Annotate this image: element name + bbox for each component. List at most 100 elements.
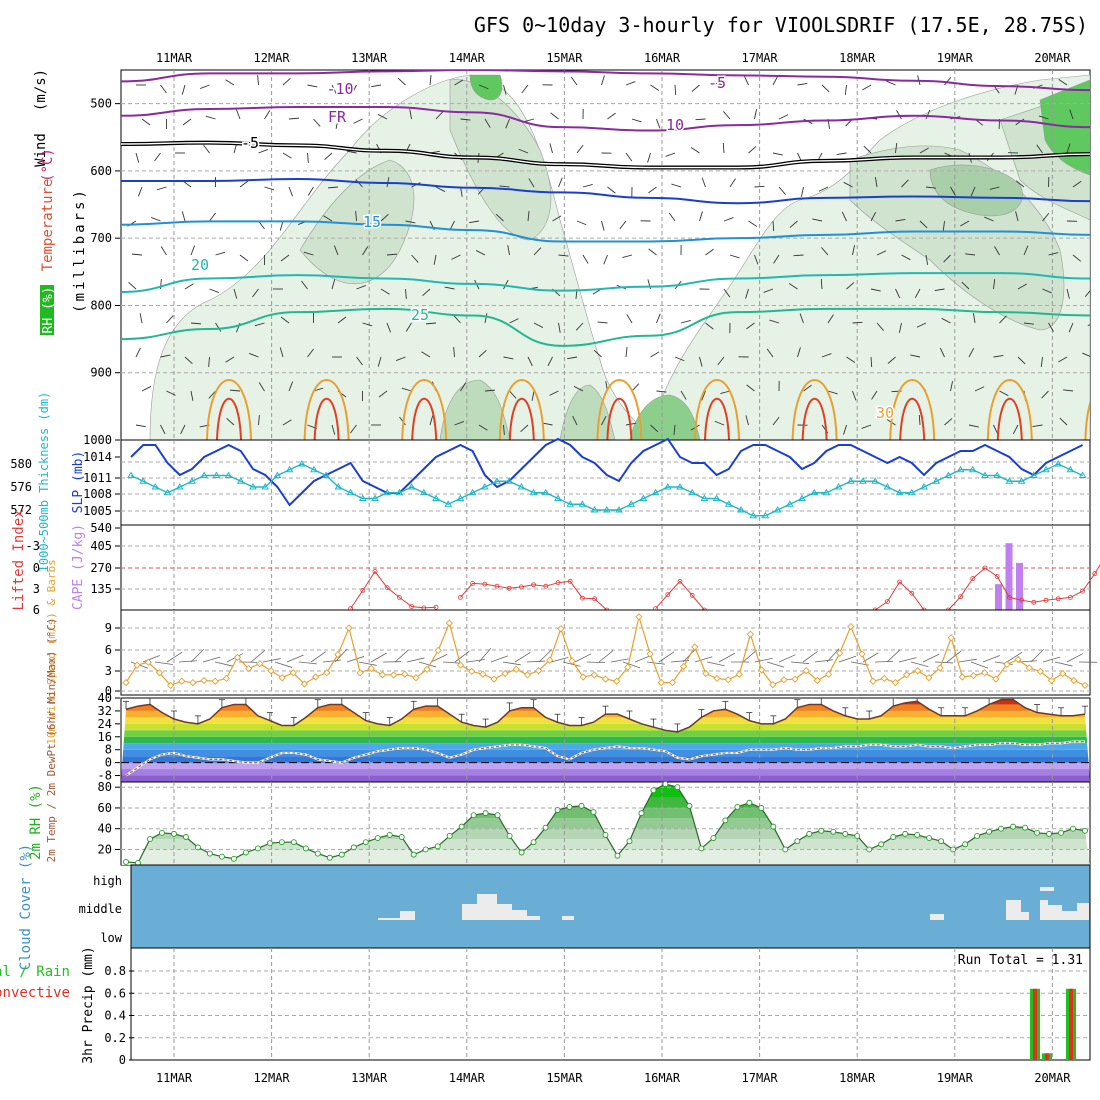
thickness-line-point: [371, 494, 379, 501]
warm-contour: [694, 379, 740, 440]
thickness-line-point: [712, 494, 721, 501]
precip-label: 3hr Precip (mm): [81, 946, 96, 1063]
wind-10m-barb: [310, 651, 326, 663]
wind-barb: [429, 75, 432, 86]
wind-barb: [288, 117, 300, 120]
wind-barb: [803, 384, 812, 392]
temp-tick-label: 32: [98, 704, 112, 718]
wind-barb: [573, 386, 584, 392]
wind-barb: [827, 390, 838, 395]
lifted-index-point: [1092, 571, 1098, 576]
wind-barb: [422, 288, 431, 297]
wind-speed-point: [981, 669, 989, 677]
wind-speed-point: [389, 671, 398, 679]
wind-barb: [916, 322, 927, 328]
wind-barb: [362, 246, 369, 256]
wind-barb: [509, 390, 517, 399]
warm-contour: [986, 379, 1033, 440]
thickness-line-point: [285, 465, 294, 473]
thickness-line-point: [163, 488, 172, 496]
thickness-line-point: [590, 506, 599, 513]
wind-barb: [460, 118, 471, 121]
temp-band: [121, 775, 1090, 782]
temp-band: [121, 743, 1090, 750]
wind-barb: [601, 75, 605, 86]
wind-barb: [925, 254, 929, 265]
wind-barb: [895, 288, 901, 299]
rh-band: [121, 849, 1090, 865]
thickness-tick-label: 580: [10, 457, 32, 471]
wind-barb: [680, 390, 687, 400]
wind-barb: [1066, 288, 1070, 299]
thickness-line-point: [1054, 460, 1063, 467]
wind-barb: [968, 424, 979, 428]
thickness-line: [130, 463, 1083, 517]
thickness-line-point: [297, 460, 306, 467]
wind-barb: [778, 186, 786, 195]
wind-barb: [572, 415, 578, 426]
pressure-tick-label: 800: [90, 298, 112, 312]
thickness-line-point: [602, 506, 611, 513]
wind-barb: [160, 84, 167, 94]
rh-2m-point: [398, 834, 405, 840]
thickness-line-point: [444, 500, 453, 507]
wind-barb: [1066, 143, 1071, 154]
rh-2m-point: [578, 802, 585, 809]
wind-barb: [288, 186, 294, 197]
lifted-index-point: [1055, 596, 1061, 602]
wind-barb: [478, 349, 487, 358]
wind-10m-barb: [406, 657, 425, 663]
isotherm-label: -5: [241, 134, 259, 152]
cape-tick-label: 270: [90, 561, 112, 575]
wind-barb: [1072, 180, 1082, 188]
wind-barb: [346, 150, 357, 154]
thickness-line-point: [273, 471, 282, 478]
wind-barb: [499, 185, 510, 188]
wind-barb: [264, 186, 275, 191]
rh-2m-point: [626, 838, 633, 845]
wind-10m-barb: [706, 661, 725, 667]
hot-contour: [704, 397, 730, 440]
day-label-bottom: 16MAR: [644, 1071, 681, 1085]
wind-10m-barb: [262, 658, 281, 663]
wind-barb: [208, 390, 216, 399]
wind-10m-barb: [598, 650, 614, 663]
thickness-line-point: [846, 477, 855, 484]
rh-2m-point: [590, 809, 597, 816]
lifted-index-point: [1068, 595, 1073, 600]
wind-10m-barb: [970, 661, 989, 669]
isotherm-label: 20: [191, 256, 209, 274]
rh-2m-point: [962, 841, 969, 848]
rh-2m-point: [506, 833, 513, 839]
temp-2m-label: 2m Temp / 2m DewPt (6hr Min/Max) (°C): [45, 617, 58, 862]
thickness-line-point: [505, 477, 514, 484]
wind-speed-point: [858, 650, 866, 658]
wind-barb: [1091, 75, 1092, 85]
wind-barb: [876, 322, 884, 331]
cloud-block: [930, 914, 944, 920]
wind-10m-label: 10m Wind Speed (m/s) & Barbs: [45, 559, 58, 744]
day-label-top: 18MAR: [839, 51, 876, 65]
wind-barb: [993, 279, 996, 290]
rh-legend-swatch: [40, 285, 54, 335]
wind-barb: [999, 315, 1007, 324]
wind-10m-barb: [214, 661, 233, 667]
rh-tick-label: 80: [98, 780, 112, 794]
isotherm-label: -10: [326, 80, 353, 98]
wind-barb: [723, 217, 734, 222]
rh-2m-point: [326, 854, 333, 861]
wind-speed-point: [646, 650, 654, 658]
wind-barb: [401, 387, 412, 392]
warm-contour: [596, 379, 643, 440]
wind-barb: [656, 390, 667, 393]
wind-speed-point: [601, 675, 610, 683]
wind-barb: [279, 220, 284, 231]
wind-barb: [386, 322, 392, 333]
wind-tick-label: 3: [105, 664, 112, 678]
wind-barb: [377, 114, 388, 120]
wind-10m-barb: [154, 661, 173, 665]
wind-10m-barb: [766, 661, 785, 668]
wind-barb: [821, 353, 832, 358]
wind-barb: [280, 254, 290, 262]
wind-barb: [1059, 417, 1068, 426]
